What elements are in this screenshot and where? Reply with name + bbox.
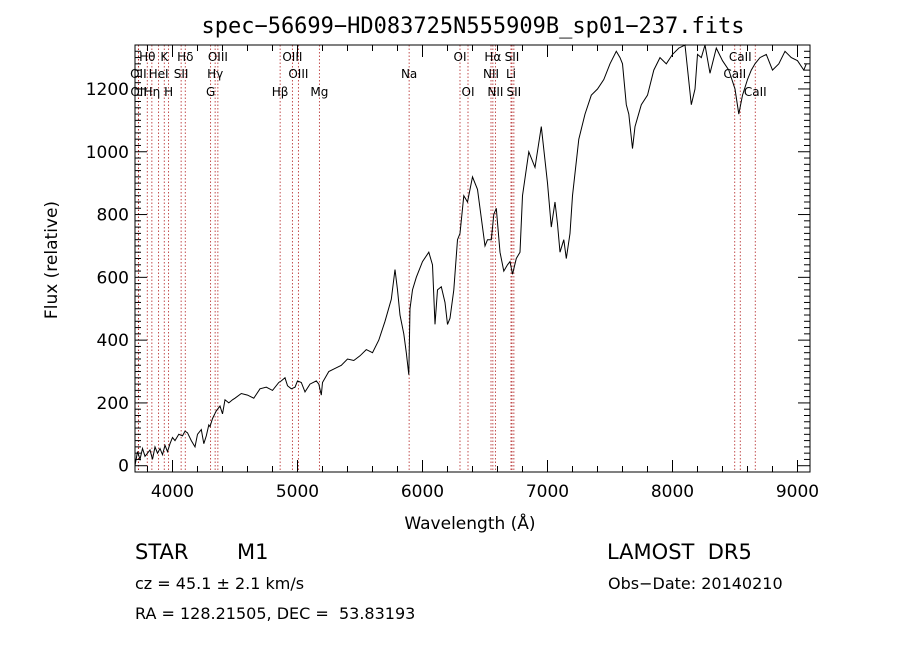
spectral-line-label: Hβ xyxy=(272,85,289,99)
spectral-line-label: Na xyxy=(401,67,417,81)
spectral-line-label: SII xyxy=(507,85,522,99)
spectral-line-label: Hα xyxy=(484,50,501,64)
y-axis-label: Flux (relative) xyxy=(42,201,62,319)
y-tick-label: 600 xyxy=(97,268,129,288)
spectral-line-label: Hη xyxy=(144,85,161,99)
spectral-line-label: Hδ xyxy=(177,50,193,64)
y-tick-label: 1000 xyxy=(86,143,129,163)
y-tick-label: 200 xyxy=(97,394,129,414)
x-tick-label: 5000 xyxy=(276,482,319,502)
spectral-line-label: SII xyxy=(505,50,520,64)
y-tick-label: 400 xyxy=(97,331,129,351)
spectral-line-label: CaII xyxy=(723,67,746,81)
x-tick-label: 4000 xyxy=(151,482,194,502)
spectral-line-label: OI xyxy=(454,50,467,64)
spectral-line-markers xyxy=(137,45,756,472)
coordinates: RA = 128.21505, DEC = 53.83193 xyxy=(135,604,416,623)
spectral-line-label: OIII xyxy=(288,67,308,81)
y-axis-ticks: 0 200 400 600 800 1000 1200 xyxy=(86,44,810,477)
y-tick-label: 800 xyxy=(97,206,129,226)
spectral-line-label: G xyxy=(206,85,215,99)
x-axis-ticks: 4000 5000 6000 7000 8000 9000 xyxy=(147,45,819,502)
spectral-line-label: Hθ xyxy=(139,50,155,64)
spectral-line-label: NII xyxy=(487,85,503,99)
observation-date: Obs−Date: 20140210 xyxy=(608,574,783,593)
spectral-line-label: CaII xyxy=(729,50,752,64)
x-axis-label: Wavelength (Å) xyxy=(404,512,535,534)
plot-frame xyxy=(134,44,811,473)
spectral-line-label: K xyxy=(160,50,169,64)
object-class: STAR xyxy=(135,540,189,564)
spectral-line-label: NII xyxy=(483,67,499,81)
spectral-line-label: SII xyxy=(174,67,189,81)
spectral-line-label: OII xyxy=(130,67,147,81)
spectral-line-label: Mg xyxy=(310,85,328,99)
spectral-line-label: CaII xyxy=(744,85,767,99)
y-tick-label: 1200 xyxy=(86,80,129,100)
chart-title: spec−56699−HD083725N555909B_sp01−237.fit… xyxy=(201,14,744,39)
survey-name: LAMOST DR5 xyxy=(607,540,752,564)
spectrum-series-line xyxy=(134,44,807,466)
x-tick-label: 7000 xyxy=(526,482,569,502)
x-tick-label: 9000 xyxy=(776,482,819,502)
spectral-line-label: OIII xyxy=(282,50,302,64)
spectral-line-label: OIII xyxy=(208,50,228,64)
spectral-line-label: Hγ xyxy=(207,67,223,81)
spectral-line-label: OI xyxy=(462,85,475,99)
spectral-line-label: H xyxy=(164,85,173,99)
spectral-line-label: Li xyxy=(506,67,516,81)
spectral-line-label: HeI xyxy=(149,67,169,81)
redshift-cz: cz = 45.1 ± 2.1 km/s xyxy=(135,574,305,593)
object-subclass: M1 xyxy=(237,540,269,564)
x-tick-label: 6000 xyxy=(401,482,444,502)
x-tick-label: 8000 xyxy=(651,482,694,502)
y-tick-label: 0 xyxy=(118,457,129,477)
